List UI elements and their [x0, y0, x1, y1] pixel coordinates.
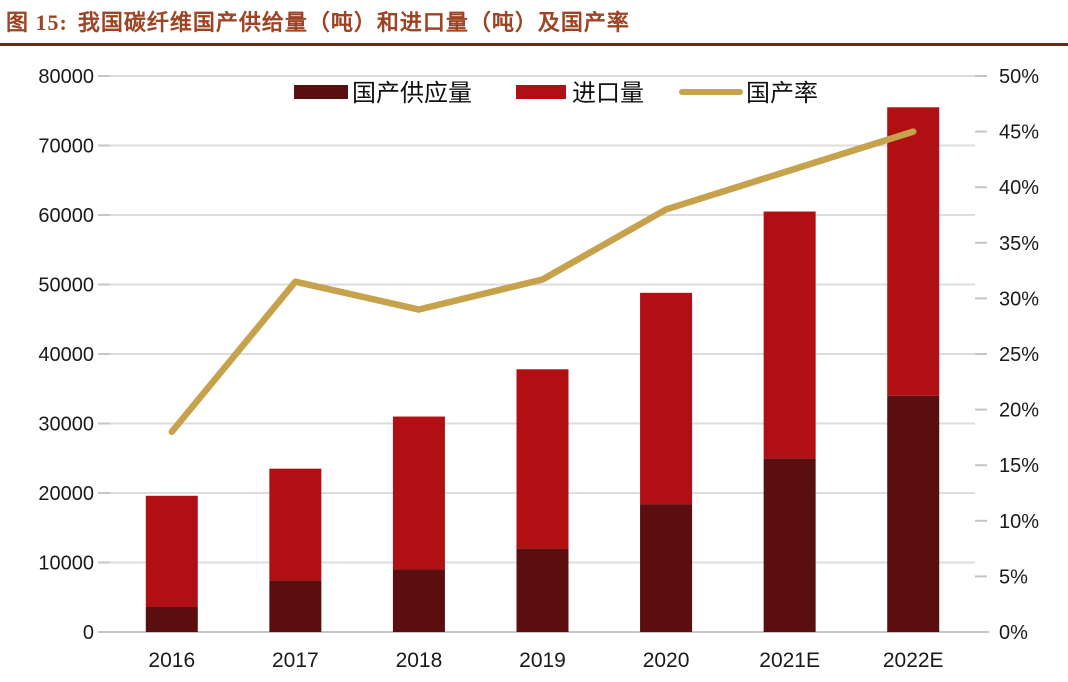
- right-axis-tick-label: 30%: [999, 288, 1039, 310]
- bar-import-volume: [269, 468, 322, 581]
- domestic-rate-line: [168, 128, 917, 436]
- bar-domestic-supply: [763, 458, 816, 632]
- left-axis-tick-label: 60000: [38, 205, 94, 227]
- bar-domestic-supply: [269, 580, 322, 632]
- bar-import-volume: [640, 292, 693, 505]
- right-axis-tick-label: 5%: [999, 566, 1028, 588]
- bar-domestic-supply: [392, 569, 445, 632]
- right-axis-tick-label: 15%: [999, 455, 1039, 477]
- bar-import-volume: [145, 495, 198, 607]
- figure-title: 图 15: 我国碳纤维国产供给量（吨）和进口量（吨）及国产率: [0, 0, 1068, 37]
- x-axis-label: 2022E: [883, 649, 944, 672]
- x-axis-label: 2021E: [759, 649, 820, 672]
- legend-swatch-domestic-supply: [294, 85, 348, 99]
- bar-domestic-supply: [887, 395, 940, 632]
- chart-canvas: 0 10000 20000 30000 40000 50000 60000 70000 8000…: [38, 66, 1039, 672]
- bar-import-volume: [887, 107, 940, 396]
- left-axis-tick-label: 50000: [38, 275, 94, 297]
- right-axis-tick-label: 20%: [999, 400, 1039, 422]
- left-axis-tick-label: 10000: [38, 553, 94, 575]
- bar-domestic-supply: [516, 548, 569, 632]
- legend-label-domestic-supply: 国产供应量: [352, 80, 472, 107]
- right-axis-tick-label: 45%: [999, 122, 1039, 144]
- x-axis-label: 2019: [519, 649, 566, 672]
- x-axis-label: 2018: [396, 649, 443, 672]
- legend-label-import-volume: 进口量: [572, 81, 644, 107]
- bar-import-volume: [392, 416, 445, 570]
- bar-domestic-supply: [145, 606, 198, 632]
- left-axis-tick-label: 70000: [38, 136, 94, 158]
- bar-import-volume: [516, 369, 569, 549]
- right-axis-tick-label: 35%: [999, 233, 1039, 255]
- left-axis-tick-label: 30000: [38, 414, 94, 436]
- left-axis-tick-label: 80000: [38, 66, 94, 88]
- right-axis-tick-label: 25%: [999, 344, 1039, 366]
- figure-number-label: 图 15:: [6, 10, 68, 35]
- x-axis-label: 2017: [272, 649, 319, 672]
- bar-import-volume: [763, 211, 816, 459]
- left-axis-tick-label: 40000: [38, 344, 94, 366]
- bar-domestic-supply: [640, 504, 693, 632]
- legend-swatch-import-volume: [516, 85, 566, 99]
- left-axis-tick-label: 20000: [38, 483, 94, 505]
- right-axis-tick-label: 40%: [999, 177, 1039, 199]
- legend-label-domestic-rate: 国产率: [746, 80, 818, 107]
- right-axis-tick-label: 50%: [999, 66, 1039, 88]
- x-axis-label: 2016: [148, 649, 195, 672]
- figure-title-text: 我国碳纤维国产供给量（吨）和进口量（吨）及国产率: [77, 10, 630, 35]
- left-axis-tick-label: 0: [83, 622, 94, 644]
- x-axis-label: 2020: [643, 649, 690, 672]
- right-axis-tick-label: 0%: [999, 622, 1028, 644]
- right-axis-tick-label: 10%: [999, 511, 1039, 533]
- title-divider-rule: [0, 43, 1068, 46]
